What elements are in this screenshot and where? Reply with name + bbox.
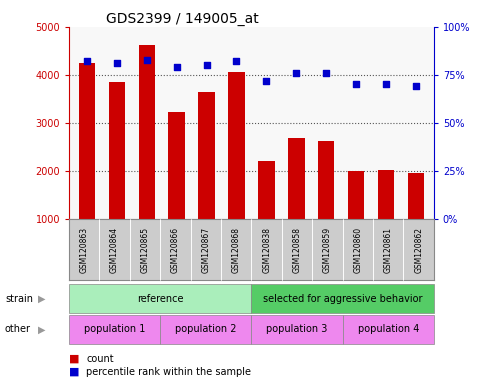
Text: count: count [86, 354, 114, 364]
Bar [198, 92, 215, 219]
Text: reference: reference [137, 293, 183, 304]
Point [322, 70, 330, 76]
Text: population 2: population 2 [175, 324, 237, 334]
Text: selected for aggressive behavior: selected for aggressive behavior [263, 293, 423, 304]
Text: ▶: ▶ [38, 293, 46, 304]
Text: population 4: population 4 [357, 324, 419, 334]
Point [173, 64, 180, 70]
Text: GSM120861: GSM120861 [384, 227, 393, 273]
Text: GSM120864: GSM120864 [110, 227, 119, 273]
Bar [139, 45, 155, 219]
Text: population 3: population 3 [266, 324, 328, 334]
Text: GSM120866: GSM120866 [171, 227, 180, 273]
Point [352, 81, 360, 88]
Bar [79, 63, 95, 219]
Text: strain: strain [5, 293, 33, 304]
Text: ■: ■ [69, 354, 79, 364]
Text: other: other [5, 324, 31, 334]
Bar [378, 170, 394, 219]
Bar [288, 138, 305, 219]
Text: GSM120865: GSM120865 [141, 227, 149, 273]
Point [83, 58, 91, 65]
Bar [318, 141, 334, 219]
Text: GSM120859: GSM120859 [323, 227, 332, 273]
Point [382, 81, 390, 88]
Point [143, 56, 151, 63]
Bar [348, 171, 364, 219]
Text: GSM120860: GSM120860 [353, 227, 362, 273]
Point [292, 70, 300, 76]
Text: percentile rank within the sample: percentile rank within the sample [86, 367, 251, 377]
Text: GDS2399 / 149005_at: GDS2399 / 149005_at [106, 12, 259, 25]
Text: GSM120838: GSM120838 [262, 227, 271, 273]
Point [113, 60, 121, 66]
Point [203, 62, 211, 68]
Text: GSM120862: GSM120862 [414, 227, 423, 273]
Bar [228, 73, 245, 219]
Text: ▶: ▶ [38, 324, 46, 334]
Bar [258, 161, 275, 219]
Bar [108, 82, 125, 219]
Text: GSM120858: GSM120858 [292, 227, 302, 273]
Text: GSM120868: GSM120868 [232, 227, 241, 273]
Point [233, 58, 241, 65]
Text: GSM120867: GSM120867 [201, 227, 211, 273]
Text: GSM120863: GSM120863 [80, 227, 89, 273]
Point [412, 83, 420, 89]
Text: population 1: population 1 [84, 324, 145, 334]
Point [262, 78, 270, 84]
Bar [169, 112, 185, 219]
Bar [408, 173, 424, 219]
Text: ■: ■ [69, 367, 79, 377]
